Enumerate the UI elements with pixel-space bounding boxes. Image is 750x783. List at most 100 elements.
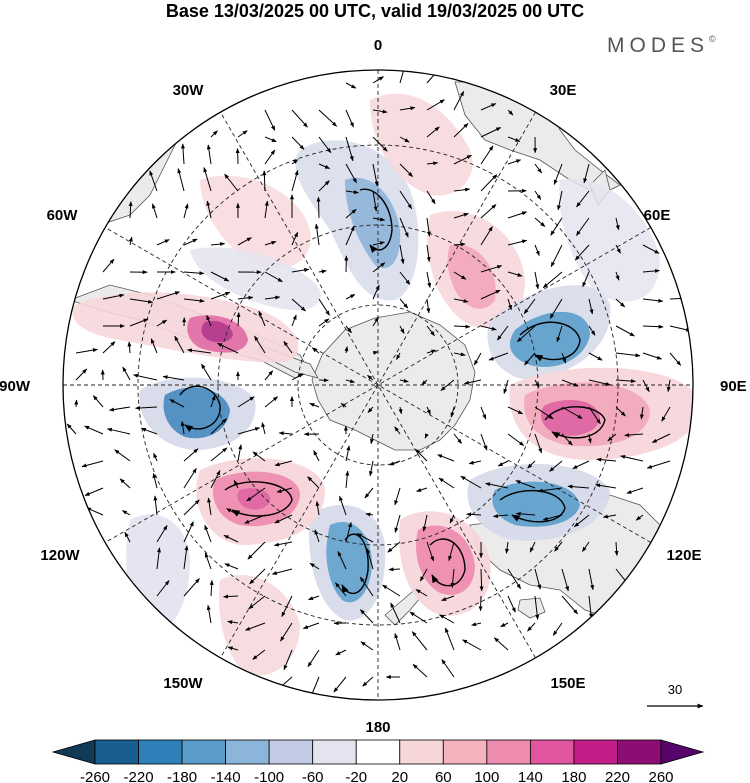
wind-vector (581, 541, 590, 552)
wind-vector (399, 163, 413, 177)
wind-vector (264, 136, 277, 143)
wind-vector (444, 627, 455, 651)
wind-vector (453, 90, 465, 111)
wind-vector (480, 265, 503, 273)
wind-vector (624, 433, 644, 438)
wind-vector (201, 363, 212, 381)
wind-vector (153, 452, 158, 462)
wind-vector (264, 109, 276, 131)
wind-vector (421, 379, 428, 386)
wind-vector (615, 406, 626, 417)
wind-vector (642, 379, 650, 393)
wind-vector (369, 460, 374, 477)
wind-vector (422, 514, 428, 532)
colorbar-extend-high (660, 739, 705, 765)
anomaly-positive-weddell (200, 175, 311, 269)
wind-vector (367, 374, 374, 381)
wind-vector (398, 406, 403, 415)
wind-vector (152, 473, 158, 489)
wind-vector (133, 373, 158, 381)
wind-vector (156, 291, 181, 300)
wind-vector (639, 406, 644, 420)
wind-vector (223, 534, 239, 543)
wind-vector (156, 239, 170, 246)
wind-vector (345, 109, 354, 128)
wind-vector (258, 310, 266, 327)
wind-vector (183, 298, 205, 303)
wind-vector (246, 487, 266, 502)
wind-vector (426, 126, 440, 138)
wind-vector (264, 200, 269, 219)
wind-vector (554, 541, 563, 552)
wind-vector (651, 433, 671, 443)
wind-vector (553, 163, 563, 185)
circulation-arrow (224, 481, 293, 517)
wind-vector (360, 641, 374, 651)
wind-vector (390, 602, 401, 624)
wind-vector (557, 190, 563, 211)
wind-vector (561, 595, 578, 615)
wind-vector (204, 524, 212, 543)
wind-vector (102, 258, 115, 273)
wind-vector (183, 238, 198, 246)
wind-vector (345, 163, 357, 184)
colorbar-tick-label: 140 (518, 769, 543, 783)
wind-vector (344, 346, 349, 354)
meridian-label: 120W (40, 547, 80, 564)
wind-vector (620, 455, 644, 462)
colorbar-tick-label: -180 (167, 769, 197, 783)
wind-vector (389, 460, 401, 466)
wind-vector (210, 291, 231, 300)
wind-vector (480, 289, 501, 300)
wind-vector (534, 163, 543, 174)
wind-vector (480, 226, 493, 246)
wind-vector (206, 144, 212, 165)
meridian-label: 30E (550, 82, 577, 99)
anomaly-positive-drake-peak (201, 320, 233, 343)
colorbar-swatch (225, 739, 270, 765)
wind-vector (119, 478, 131, 489)
wind-vector (542, 271, 563, 289)
colorbar-tick-label: 180 (561, 769, 586, 783)
wind-vector (478, 595, 483, 612)
wind-vector (399, 190, 413, 210)
meridian-label: 30W (173, 82, 205, 99)
wind-vector (235, 148, 240, 165)
wind-vector (399, 378, 409, 383)
wind-vector (206, 200, 212, 219)
wind-vector (567, 484, 590, 489)
wind-vector (372, 136, 388, 152)
colorbar-extend-low (51, 739, 96, 765)
wind-vector (210, 418, 227, 435)
wind-vector (372, 284, 380, 300)
wind-vector (345, 82, 357, 89)
wind-vector (248, 595, 266, 610)
wind-vector (480, 127, 502, 138)
wind-vector (283, 649, 293, 671)
wind-vector (345, 470, 350, 489)
wind-vector (507, 136, 521, 142)
wind-vector (441, 595, 455, 601)
wind-vector (283, 340, 293, 354)
wind-vector (537, 487, 563, 493)
wind-vector (207, 497, 212, 516)
wind-vector (588, 352, 603, 361)
wind-vector (615, 244, 621, 254)
wind-vector (574, 244, 590, 261)
wind-vector (523, 298, 536, 315)
wind-vector (237, 237, 252, 246)
wind-vector (382, 584, 401, 597)
wind-vector (473, 352, 482, 366)
wind-vector (453, 324, 471, 329)
meridian-label: 60E (644, 207, 671, 224)
wind-vector (493, 637, 509, 651)
wind-vector (507, 595, 516, 613)
wind-vector (187, 348, 212, 354)
wind-vector (102, 341, 116, 354)
reference-vector-label: 30 (668, 682, 682, 697)
wind-vector (588, 379, 611, 386)
wind-vector (162, 375, 185, 381)
wind-vector (415, 449, 428, 462)
wind-vector (507, 211, 528, 219)
anomaly-positive-south-atlantic (370, 93, 473, 196)
